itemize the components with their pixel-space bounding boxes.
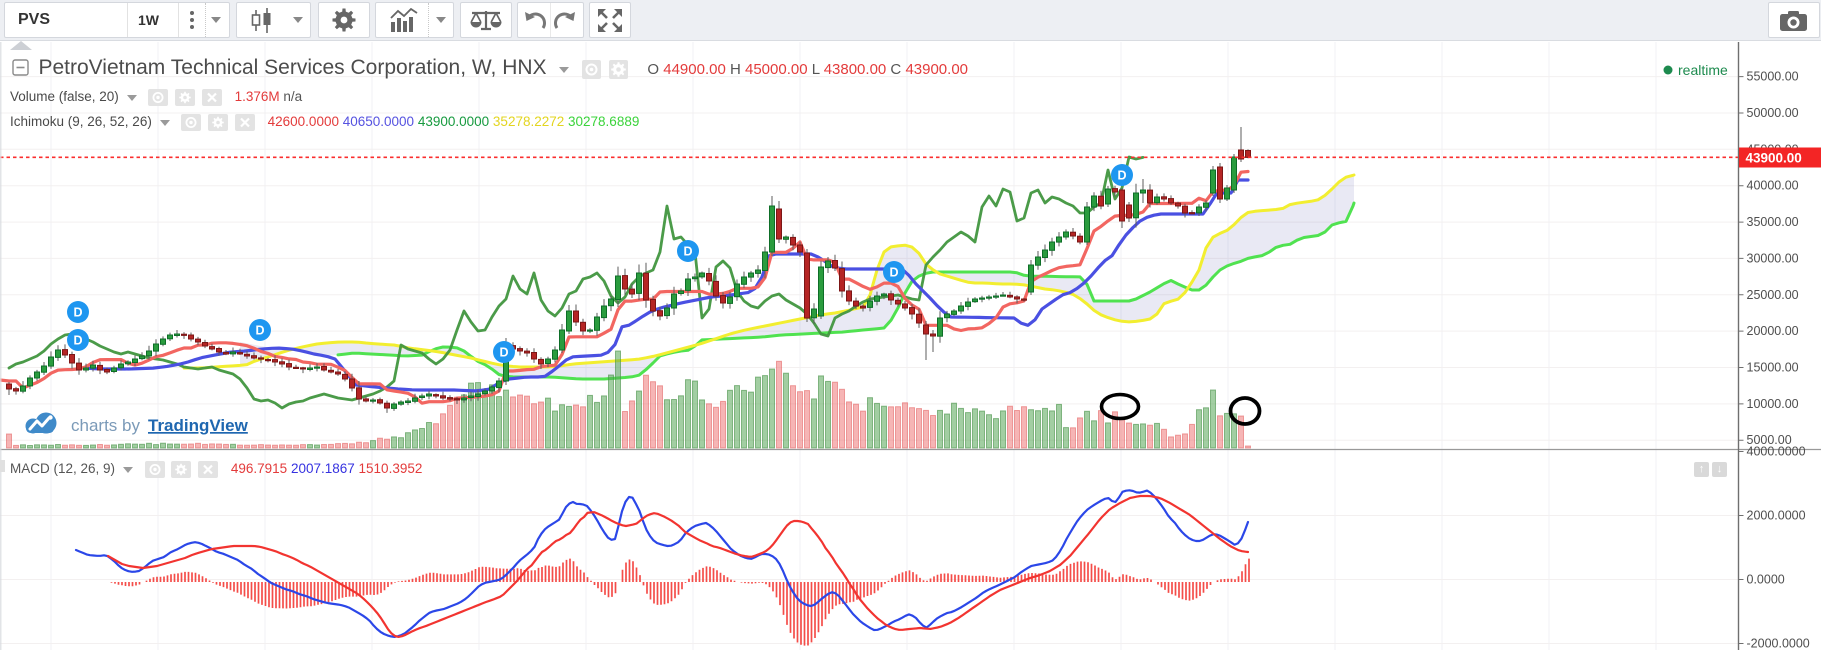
svg-text:D: D bbox=[889, 266, 898, 280]
svg-text:charts by: charts by bbox=[71, 416, 140, 435]
svg-text:43900.00: 43900.00 bbox=[1746, 151, 1802, 166]
svg-text:20000.00: 20000.00 bbox=[1747, 324, 1799, 338]
svg-text:D: D bbox=[73, 334, 82, 348]
svg-text:D: D bbox=[499, 346, 508, 360]
svg-text:D: D bbox=[255, 324, 264, 338]
svg-text:4000.0000: 4000.0000 bbox=[1747, 445, 1806, 459]
svg-text:D: D bbox=[683, 245, 692, 259]
svg-text:D: D bbox=[73, 306, 82, 320]
svg-text:55000.00: 55000.00 bbox=[1747, 70, 1799, 84]
svg-text:TradingView: TradingView bbox=[148, 416, 249, 435]
svg-text:30000.00: 30000.00 bbox=[1747, 251, 1799, 265]
svg-text:35000.00: 35000.00 bbox=[1747, 215, 1799, 229]
svg-text:50000.00: 50000.00 bbox=[1747, 106, 1799, 120]
svg-text:0.0000: 0.0000 bbox=[1747, 573, 1785, 587]
svg-text:40000.00: 40000.00 bbox=[1747, 179, 1799, 193]
svg-text:-2000.0000: -2000.0000 bbox=[1747, 637, 1810, 650]
svg-text:2000.0000: 2000.0000 bbox=[1747, 509, 1806, 523]
svg-text:15000.00: 15000.00 bbox=[1747, 361, 1799, 375]
svg-text:5000.00: 5000.00 bbox=[1747, 433, 1792, 447]
svg-text:10000.00: 10000.00 bbox=[1747, 397, 1799, 411]
svg-text:D: D bbox=[1117, 169, 1126, 183]
svg-text:realtime: realtime bbox=[1678, 62, 1728, 78]
svg-text:25000.00: 25000.00 bbox=[1747, 288, 1799, 302]
